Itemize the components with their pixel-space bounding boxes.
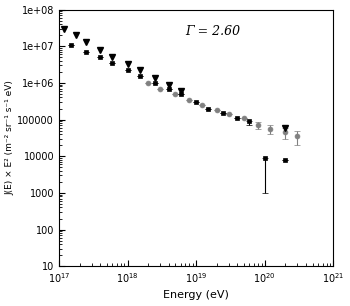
X-axis label: Energy (eV): Energy (eV) bbox=[163, 290, 229, 300]
Text: Γ = 2.60: Γ = 2.60 bbox=[185, 25, 240, 38]
Y-axis label: J(E) × E² (m⁻² sr⁻¹ s⁻¹ eV): J(E) × E² (m⁻² sr⁻¹ s⁻¹ eV) bbox=[6, 80, 15, 195]
